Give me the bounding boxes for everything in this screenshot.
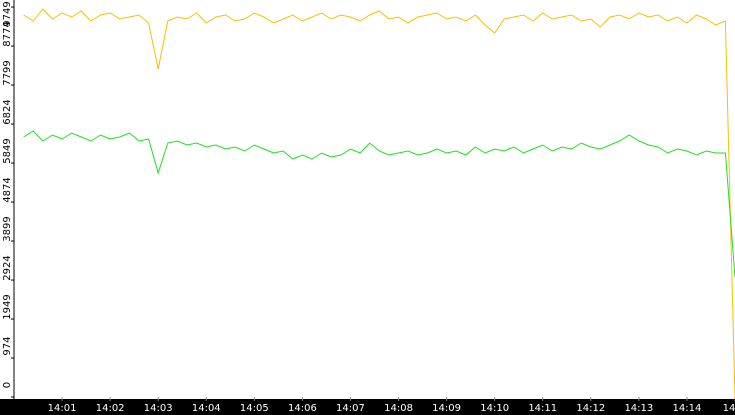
x-tick-label: 14:01 — [48, 403, 77, 414]
data-line — [23, 8, 735, 398]
x-tick-label: 14:08 — [384, 403, 413, 414]
x-tick-label: 14:12 — [576, 403, 605, 414]
x-tick-label: 14:03 — [144, 403, 173, 414]
y-tick-label: 5849 — [2, 138, 13, 163]
y-tick-label: 974 — [2, 336, 13, 355]
x-axis-bar — [0, 399, 735, 415]
x-tick-label: 14:11 — [528, 403, 557, 414]
data-line — [23, 130, 735, 278]
x-tick-label: 14:14 — [673, 403, 702, 414]
y-tick-label: 8774 — [2, 21, 13, 46]
y-tick-label: 9749 — [2, 1, 13, 26]
x-tick-label: 14 — [723, 403, 735, 414]
x-tick-label: 14:06 — [288, 403, 317, 414]
y-tick-label: 4874 — [2, 177, 13, 202]
y-tick-label: 3899 — [2, 216, 13, 241]
x-tick-label: 14:04 — [192, 403, 221, 414]
y-tick-label: 7799 — [2, 60, 13, 85]
x-tick-label: 14:09 — [432, 403, 461, 414]
y-tick-label: 1949 — [2, 294, 13, 319]
x-tick-label: 14:02 — [96, 403, 125, 414]
x-tick-label: 14:07 — [336, 403, 365, 414]
x-tick-label: 14:10 — [480, 403, 509, 414]
y-tick-label: 2924 — [2, 255, 13, 280]
x-tick-label: 14:13 — [624, 403, 653, 414]
x-tick-label: 14:05 — [240, 403, 269, 414]
y-tick-label: 0 — [2, 382, 13, 388]
y-tick-label: 6824 — [2, 99, 13, 124]
